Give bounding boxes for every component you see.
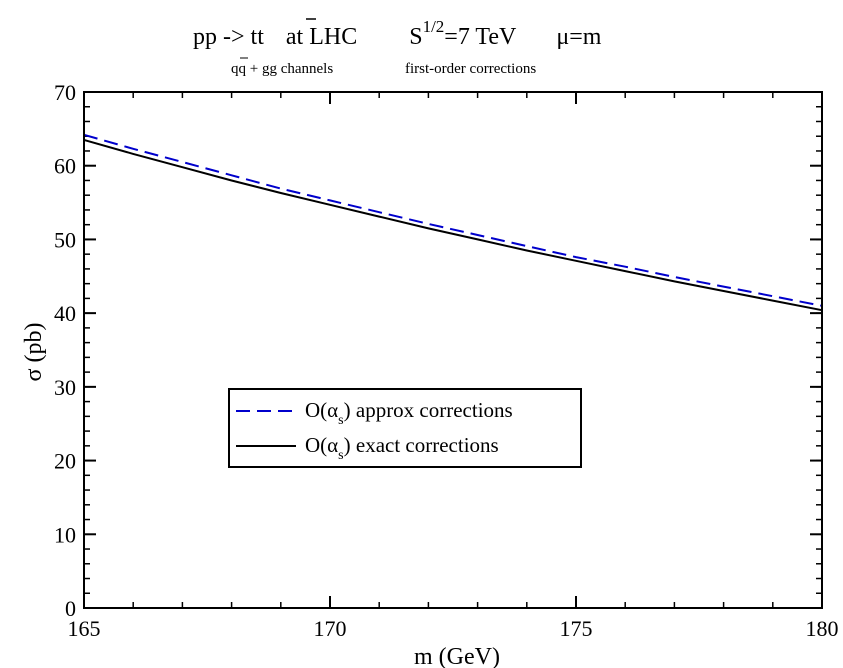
x-tick-label: 175 [560, 616, 593, 641]
chart-subtitle: qq + gg channels first-order corrections [231, 57, 536, 77]
title-tbar: t [257, 24, 264, 50]
legend-label-exact: O(αs) exact corrections [305, 433, 499, 463]
x-tick-label: 170 [314, 616, 347, 641]
subtitle-q: q [231, 61, 239, 77]
x-tick-label: 180 [806, 616, 839, 641]
y-tick-label: 10 [54, 522, 76, 547]
y-axis-label: σ (pb) [21, 323, 47, 382]
plot-frame [83, 91, 823, 609]
chart-title: pp -> tt at LHC S1/2=7 TeV μ=m [193, 17, 602, 50]
x-tick-label: 165 [68, 616, 101, 641]
title-main: pp -> t [193, 24, 258, 50]
legend-box [228, 388, 582, 468]
series-layer [83, 133, 823, 312]
title-energy: =7 TeV [444, 24, 517, 50]
y-tick-label: 60 [54, 154, 76, 179]
legend-label-approx: O(αs) approx corrections [305, 398, 513, 428]
y-tick-label: 30 [54, 375, 76, 400]
svg-text:qq + gg channels: qq + gg channels [231, 61, 333, 77]
y-tick-label: 50 [54, 227, 76, 252]
y-tick-label: 0 [65, 596, 76, 621]
title-s: S [409, 24, 422, 50]
y-tick-label: 20 [54, 449, 76, 474]
title-s-sup: 1/2 [423, 17, 445, 36]
legend: O(αs) approx corrections O(αs) exact cor… [228, 388, 582, 468]
title-mu: μ=m [556, 24, 601, 50]
series-line-approx [83, 133, 823, 307]
series-line-exact [83, 138, 823, 312]
y-tick-label: 70 [54, 80, 76, 105]
x-axis-label: m (GeV) [414, 644, 500, 668]
subtitle-order: first-order corrections [405, 61, 536, 77]
title-at: at LHC [286, 24, 357, 50]
subtitle-channels: + gg channels [246, 61, 333, 77]
y-tick-label: 40 [54, 301, 76, 326]
subtitle-qbar: q [239, 61, 247, 77]
